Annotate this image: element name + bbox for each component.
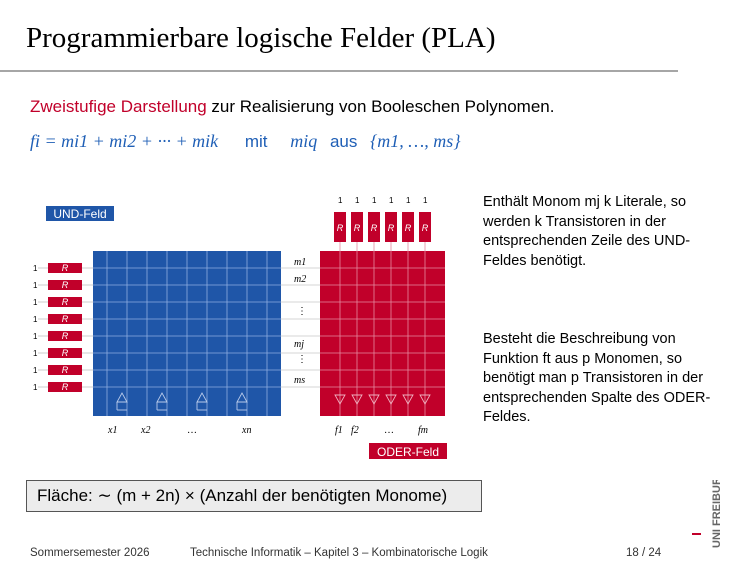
intro-highlight: Zweistufige Darstellung — [30, 97, 207, 116]
slide-title: Programmierbare logische Felder (PLA) — [26, 22, 496, 54]
title-divider — [0, 70, 678, 72]
oder-label: ODER-Feld — [377, 445, 439, 459]
footer-semester: Sommersemester 2026 — [30, 547, 150, 559]
svg-text:R: R — [405, 223, 412, 233]
f-label: f1 — [335, 425, 343, 436]
svg-text:R: R — [354, 223, 361, 233]
x-label: x1 — [107, 425, 117, 436]
svg-text:1: 1 — [33, 298, 38, 307]
und-label-bg — [46, 206, 114, 221]
top-resistors: 1R 1R 1R 1R 1R 1R — [334, 196, 431, 242]
formula-set: {m1, …, ms} — [370, 131, 461, 151]
footer-page: 18 / 24 — [626, 547, 662, 559]
row-labels: m1 m2 ⋮ mj ⋮ ms — [294, 257, 307, 386]
x-label: x2 — [140, 425, 150, 436]
svg-text:1: 1 — [33, 349, 38, 358]
top-resistor-3: 1R — [368, 196, 380, 242]
formula-aus: aus — [329, 132, 358, 151]
row-label: ⋮ — [297, 306, 307, 317]
svg-text:1: 1 — [33, 315, 38, 324]
x-labels: x1 x2 … xn — [107, 425, 251, 436]
area-formula-box: Fläche: ∼ (m + 2n) × (Anzahl der benötig… — [26, 480, 482, 512]
svg-text:1: 1 — [338, 196, 343, 205]
formula-expression: fi = mi1 + mi2 + ··· + mik — [30, 131, 219, 151]
svg-text:R: R — [62, 297, 69, 307]
row-label: mj — [294, 339, 304, 350]
und-inverters — [116, 392, 248, 411]
svg-text:R: R — [62, 331, 69, 341]
svg-text:R: R — [62, 280, 69, 290]
und-grid — [93, 251, 281, 416]
svg-text:1: 1 — [423, 196, 428, 205]
row-label: ⋮ — [297, 354, 307, 365]
top-resistor-1: 1R — [334, 196, 346, 242]
top-resistor-4: 1R — [385, 196, 397, 242]
und-label: UND-Feld — [53, 207, 106, 221]
svg-text:1: 1 — [33, 383, 38, 392]
footer-course: Technische Informatik – Kapitel 3 – Komb… — [190, 547, 488, 559]
intro-rest: zur Realisierung von Booleschen Polynome… — [206, 97, 555, 116]
connector-lines — [281, 267, 320, 388]
side-text-oder: Besteht die Beschreibung von Funktion ft… — [483, 331, 711, 425]
svg-text:R: R — [62, 365, 69, 375]
svg-text:1: 1 — [33, 332, 38, 341]
svg-text:1: 1 — [372, 196, 377, 205]
svg-text:1: 1 — [389, 196, 394, 205]
formula-line: fi = mi1 + mi2 + ··· + mik mit miq aus {… — [30, 131, 461, 152]
f-labels: f1 f2 … fm — [335, 425, 428, 436]
x-label: … — [187, 425, 197, 436]
top-resistor-2: 1R — [351, 196, 363, 242]
svg-text:R: R — [371, 223, 378, 233]
row-label: m1 — [294, 257, 306, 268]
top-resistor-6: 1R — [419, 196, 431, 242]
svg-text:R: R — [62, 348, 69, 358]
svg-text:R: R — [62, 314, 69, 324]
svg-text:1: 1 — [33, 366, 38, 375]
svg-text:1: 1 — [355, 196, 360, 205]
svg-text:R: R — [62, 382, 69, 392]
svg-text:R: R — [62, 263, 69, 273]
row-label: ms — [294, 375, 305, 386]
row-label: m2 — [294, 274, 306, 285]
svg-text:R: R — [337, 223, 344, 233]
svg-text:R: R — [388, 223, 395, 233]
x-label: xn — [241, 425, 251, 436]
intro-line: Zweistufige Darstellung zur Realisierung… — [30, 97, 554, 117]
side-text-und: Enthält Monom mj k Literale, so werden k… — [483, 194, 691, 269]
oder-grid — [320, 240, 445, 416]
university-logo: UNI FREIBURG — [692, 480, 723, 548]
svg-text:1: 1 — [33, 281, 38, 290]
oder-label-bg — [369, 443, 447, 459]
svg-text:1: 1 — [33, 264, 38, 273]
f-label: f2 — [351, 425, 359, 436]
oder-inverters — [334, 394, 431, 405]
svg-text:R: R — [422, 223, 429, 233]
formula-mit: mit — [244, 132, 268, 151]
logo-text: UNI FREIBURG — [711, 480, 723, 548]
oder-field — [320, 251, 445, 416]
top-resistor-5: 1R — [402, 196, 414, 242]
formula-term: miq — [290, 131, 318, 151]
svg-text:1: 1 — [406, 196, 411, 205]
f-label: … — [384, 425, 394, 436]
f-label: fm — [418, 425, 428, 436]
